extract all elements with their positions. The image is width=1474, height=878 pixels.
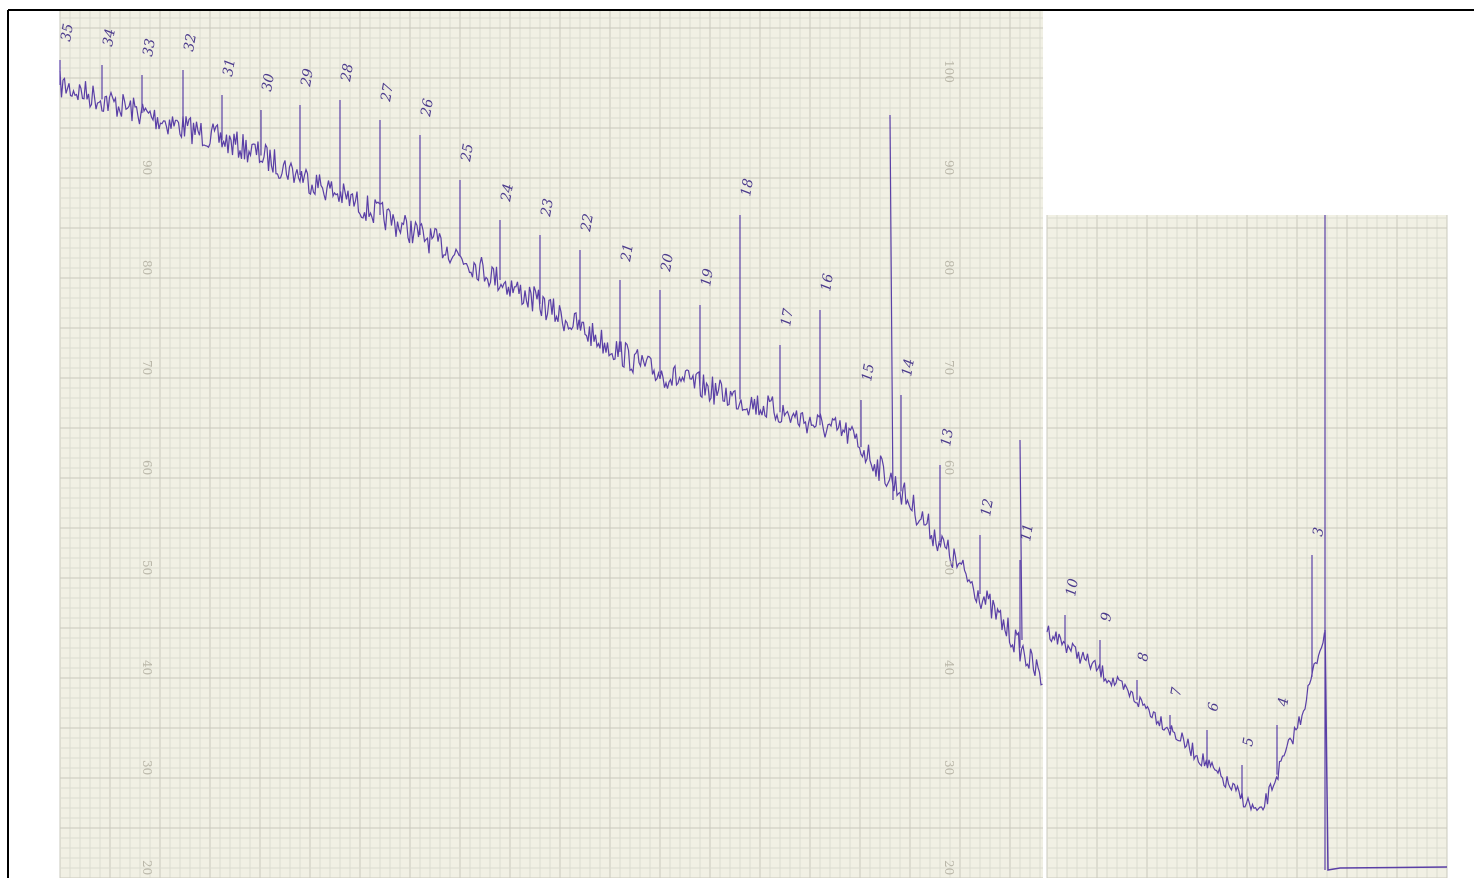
peak-label: 11 xyxy=(1018,522,1037,542)
scale-label: 70 xyxy=(140,360,154,375)
scale-label: 80 xyxy=(942,260,956,275)
scale-label: 50 xyxy=(140,560,154,575)
scale-label: 30 xyxy=(140,760,154,775)
trace-line xyxy=(1324,629,1448,871)
trace-line xyxy=(889,114,1326,870)
peak-label: 19 xyxy=(698,267,717,287)
peak-label: 13 xyxy=(938,427,957,447)
peak-label: 6 xyxy=(1205,701,1222,713)
peak-label: 15 xyxy=(859,362,878,382)
peak-label: 22 xyxy=(578,212,597,233)
peak-label: 10 xyxy=(1063,577,1082,597)
scale-label: 90 xyxy=(140,160,154,175)
scale-label: 40 xyxy=(942,660,956,675)
peak-label: 18 xyxy=(738,177,757,197)
peak-label: 14 xyxy=(899,357,918,377)
peak-label: 31 xyxy=(220,57,239,77)
scale-label: 80 xyxy=(140,260,154,275)
peak-label: 28 xyxy=(338,62,357,83)
trace-line xyxy=(1046,625,1326,812)
peak-label: 25 xyxy=(458,142,477,163)
peak-label: 12 xyxy=(978,497,997,517)
peak-label: 20 xyxy=(658,252,677,273)
peak-label: 33 xyxy=(140,37,159,57)
peak-label: 5 xyxy=(1240,736,1257,748)
peak-label: 7 xyxy=(1168,686,1185,698)
scale-label: 100 xyxy=(942,60,956,83)
peak-label: 34 xyxy=(100,27,119,47)
scale-label: 20 xyxy=(942,860,956,875)
peak-label: 32 xyxy=(181,32,200,52)
peak-label: 17 xyxy=(778,307,797,327)
peak-label: 23 xyxy=(538,197,557,218)
peak-label: 3 xyxy=(1310,526,1327,538)
peak-label: 4 xyxy=(1275,696,1292,709)
peak-label: 9 xyxy=(1098,611,1115,623)
peak-label: 27 xyxy=(378,82,397,103)
paper-left xyxy=(60,11,1043,878)
scale-label: 70 xyxy=(942,360,956,375)
peak-label: 16 xyxy=(818,272,837,292)
scale-label: 40 xyxy=(140,660,154,675)
scale-label: 60 xyxy=(140,460,154,475)
peak-label: 8 xyxy=(1135,651,1152,663)
scale-label: 20 xyxy=(140,860,154,875)
peak-label: 26 xyxy=(418,97,437,118)
peak-label: 30 xyxy=(259,72,278,92)
trace xyxy=(59,60,1448,871)
scale-label: 60 xyxy=(942,460,956,475)
peak-label: 29 xyxy=(298,67,317,88)
peak-label: 21 xyxy=(618,242,637,263)
scale-label: 50 xyxy=(942,560,956,575)
peak-label: 35 xyxy=(58,22,77,42)
scale-label: 30 xyxy=(942,760,956,775)
scale-label: 90 xyxy=(942,160,956,175)
peak-label: 24 xyxy=(498,182,517,203)
trace-line xyxy=(59,70,1043,686)
